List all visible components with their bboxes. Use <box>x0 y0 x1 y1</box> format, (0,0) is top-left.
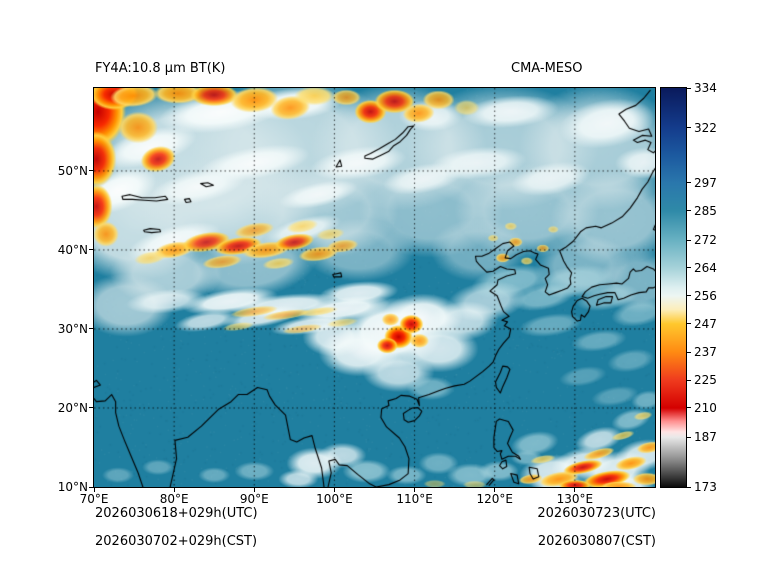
y-tick-label: 30°N <box>57 321 88 336</box>
x-tick-mark <box>173 488 175 492</box>
y-tick-label: 50°N <box>57 163 88 178</box>
colorbar-tick-label: 285 <box>694 203 717 218</box>
y-tick-label: 40°N <box>57 242 88 257</box>
colorbar-tick-label: 210 <box>694 400 717 415</box>
x-tick-label: 100°E <box>316 492 353 506</box>
y-tick-mark <box>89 170 93 172</box>
colorbar-tick-label: 247 <box>694 316 717 331</box>
colorbar-tick-mark <box>687 436 691 438</box>
colorbar-tick-label: 264 <box>694 260 717 275</box>
colorbar-tick-mark <box>687 182 691 184</box>
y-tick-mark <box>89 249 93 251</box>
colorbar-tick-mark <box>687 486 691 488</box>
x-tick-label: 90°E <box>239 492 269 506</box>
model-label: CMA-MESO <box>511 61 583 76</box>
valid-time-block: 2026030723(UTC) 2026030807(CST) <box>537 500 656 556</box>
colorbar-tick-mark <box>687 295 691 297</box>
init-time-block: 2026030618+029h(UTC) 2026030702+029h(CST… <box>95 500 258 556</box>
init-time-utc: 2026030618+029h(UTC) <box>95 506 258 521</box>
x-tick-mark <box>253 488 255 492</box>
colorbar-tick-label: 322 <box>694 120 717 135</box>
x-tick-mark <box>333 488 335 492</box>
colorbar-tick-mark <box>687 323 691 325</box>
y-tick-mark <box>89 328 93 330</box>
colorbar-tick-label: 225 <box>694 373 717 388</box>
colorbar-tick-label: 272 <box>694 233 717 248</box>
valid-time-utc: 2026030723(UTC) <box>537 506 656 521</box>
y-tick-label: 10°N <box>57 480 88 494</box>
x-tick-mark <box>414 488 416 492</box>
colorbar-gradient <box>661 88 686 487</box>
valid-time-cst: 2026030807(CST) <box>537 534 656 549</box>
colorbar-tick-mark <box>687 239 691 241</box>
bt-field-map <box>94 88 655 487</box>
x-tick-label: 80°E <box>159 492 189 506</box>
y-tick-mark <box>89 407 93 409</box>
colorbar-tick-mark <box>687 351 691 353</box>
x-tick-label: 120°E <box>476 492 513 506</box>
colorbar <box>660 87 687 488</box>
colorbar-tick-label: 297 <box>694 175 717 190</box>
x-tick-label: 70°E <box>79 492 109 506</box>
colorbar-tick-label: 187 <box>694 430 717 445</box>
colorbar-tick-label: 173 <box>694 480 717 494</box>
colorbar-tick-mark <box>687 87 691 89</box>
colorbar-tick-mark <box>687 267 691 269</box>
x-tick-label: 110°E <box>396 492 433 506</box>
x-tick-label: 130°E <box>556 492 594 506</box>
x-tick-mark <box>494 488 496 492</box>
colorbar-tick-label: 334 <box>694 81 717 95</box>
x-tick-mark <box>574 488 576 492</box>
colorbar-tick-label: 256 <box>694 288 717 303</box>
plot-title: FY4A:10.8 μm BT(K) <box>95 61 226 76</box>
y-tick-mark <box>89 486 93 488</box>
colorbar-tick-mark <box>687 379 691 381</box>
init-time-cst: 2026030702+029h(CST) <box>95 534 258 549</box>
y-tick-label: 20°N <box>57 400 88 415</box>
colorbar-tick-mark <box>687 407 691 409</box>
x-tick-mark <box>93 488 95 492</box>
colorbar-tick-label: 237 <box>694 345 717 360</box>
colorbar-tick-mark <box>687 210 691 212</box>
map-plot-area <box>93 87 656 488</box>
colorbar-tick-mark <box>687 127 691 129</box>
